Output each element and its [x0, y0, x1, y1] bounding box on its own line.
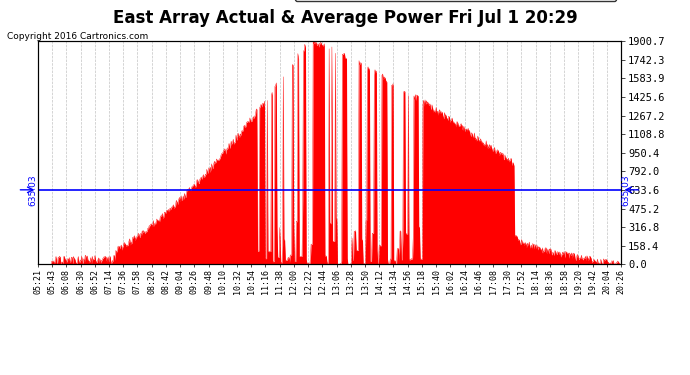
Legend: Average  (DC Watts), East Array  (DC Watts): Average (DC Watts), East Array (DC Watts…	[295, 0, 615, 2]
Text: East Array Actual & Average Power Fri Jul 1 20:29: East Array Actual & Average Power Fri Ju…	[112, 9, 578, 27]
Text: 635.03: 635.03	[28, 174, 37, 206]
Text: 635.03: 635.03	[622, 174, 631, 206]
Text: Copyright 2016 Cartronics.com: Copyright 2016 Cartronics.com	[7, 32, 148, 41]
